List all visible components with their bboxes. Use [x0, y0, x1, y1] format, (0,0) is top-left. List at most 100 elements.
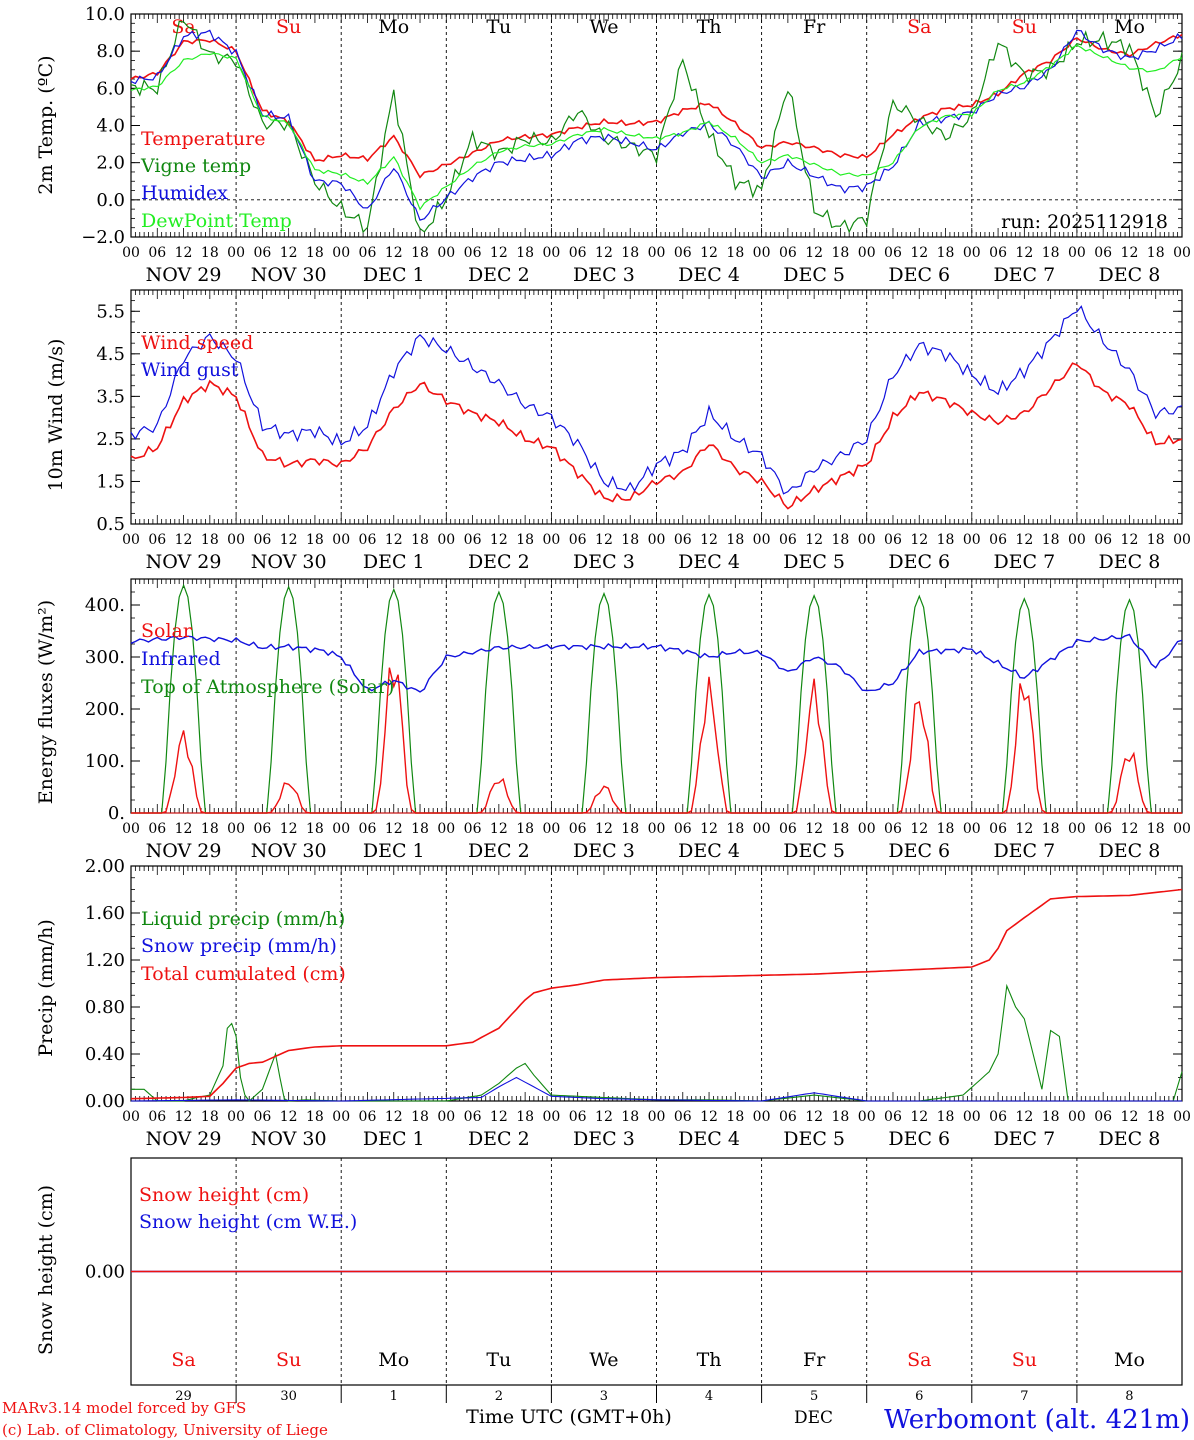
- precip-y-tick-label: 2.00: [85, 856, 125, 877]
- precip-series-2: [130, 888, 1183, 1100]
- energy-hour-label: 18: [306, 821, 324, 837]
- legend-humidex: Humidex: [141, 182, 228, 204]
- legend-snow-height: Snow height (cm): [139, 1184, 309, 1206]
- day-number-label: 8: [1125, 1389, 1133, 1404]
- wind-date-label: DEC 8: [1099, 551, 1161, 573]
- wind-date-label: DEC 3: [573, 551, 635, 573]
- wind-hour-label: 12: [175, 532, 193, 548]
- month-label: DEC: [794, 1408, 833, 1428]
- wind-y-label: 10m Wind (m/s): [45, 339, 67, 492]
- wind-hour-label: 06: [253, 532, 271, 548]
- energy-date-label: NOV 29: [146, 840, 222, 862]
- wind-hour-label: 06: [359, 532, 377, 548]
- energy-date-label: DEC 4: [678, 840, 740, 862]
- temperature-panel: 00 06 12 18 00 06 12 18 00 06 12 18 00 06 12 18 00 06 12 18…: [35, 4, 1191, 286]
- temperature-hour-label: 00: [858, 245, 876, 261]
- temperature-hour-label: 12: [280, 245, 298, 261]
- temperature-hour-label: 06: [884, 245, 902, 261]
- temperature-hour-label: 06: [253, 245, 271, 261]
- energy-date-label: NOV 30: [251, 840, 327, 862]
- energy-hour-label: 18: [621, 821, 639, 837]
- energy-hour-label: 06: [674, 821, 692, 837]
- precip-hour-label: 06: [148, 1109, 166, 1125]
- day-number-label: 30: [280, 1389, 297, 1404]
- day-number-label: 5: [810, 1389, 818, 1404]
- wind-panel: 00 06 12 18 00 06 12 18 00 06 12 18 00 06 12 18 00 06 12 18…: [45, 289, 1191, 573]
- precip-date-label: NOV 29: [146, 1128, 222, 1150]
- temperature-hour-label: 18: [201, 245, 219, 261]
- energy-date-label: DEC 5: [783, 840, 845, 862]
- wind-date-label: DEC 4: [678, 551, 740, 573]
- precip-y-label: Precip (mm/h): [35, 919, 57, 1057]
- energy-hour-label: 12: [490, 821, 508, 837]
- precip-hour-label: 06: [674, 1109, 692, 1125]
- wind-hour-label: 18: [306, 532, 324, 548]
- energy-hour-label: 18: [832, 821, 850, 837]
- wind-hour-label: 00: [648, 532, 666, 548]
- weekday-label-bottom: Mo: [378, 1349, 409, 1371]
- temperature-hour-label: 18: [937, 245, 955, 261]
- temperature-date-label: NOV 30: [251, 264, 327, 286]
- temperature-hour-label: 12: [175, 245, 193, 261]
- legend-solar: Solar: [141, 620, 193, 642]
- energy-hour-label: 00: [1068, 821, 1086, 837]
- wind-hour-label: 00: [1173, 532, 1191, 548]
- temperature-hour-label: 00: [542, 245, 560, 261]
- weekday-label-top: Tu: [486, 16, 511, 38]
- temperature-y-tick-label: 6.0: [96, 78, 125, 99]
- precip-hour-label: 00: [1173, 1109, 1191, 1125]
- precip-panel: 00 06 12 18 00 06 12 18 00 06 12 18 00 06 12 18 00 06 12 18…: [35, 856, 1191, 1150]
- precip-hour-label: 18: [832, 1109, 850, 1125]
- precip-hour-label: 00: [753, 1109, 771, 1125]
- temperature-hour-label: 00: [753, 245, 771, 261]
- energy-hour-label: 12: [175, 821, 193, 837]
- wind-hour-label: 00: [542, 532, 560, 548]
- wind-hour-label: 18: [832, 532, 850, 548]
- temperature-hour-label: 00: [648, 245, 666, 261]
- weekday-label-bottom: Th: [697, 1349, 722, 1371]
- wind-hour-label: 06: [569, 532, 587, 548]
- wind-hour-label: 00: [963, 532, 981, 548]
- precip-hour-label: 18: [1147, 1109, 1165, 1125]
- temperature-hour-label: 00: [227, 245, 245, 261]
- energy-y-tick-label: 300.: [85, 647, 125, 668]
- precip-hour-label: 00: [858, 1109, 876, 1125]
- precip-hour-label: 00: [1068, 1109, 1086, 1125]
- temperature-y-tick-label: 10.0: [85, 4, 125, 25]
- temperature-hour-label: 12: [805, 245, 823, 261]
- precip-hour-label: 00: [542, 1109, 560, 1125]
- precip-hour-label: 18: [516, 1109, 534, 1125]
- wind-y-tick-label: 1.5: [96, 471, 125, 492]
- time-axis-label: Time UTC (GMT+0h): [466, 1406, 672, 1428]
- precip-hour-label: 18: [306, 1109, 324, 1125]
- legend-infrared: Infrared: [141, 648, 221, 670]
- energy-hour-label: 00: [122, 821, 140, 837]
- energy-hour-label: 06: [989, 821, 1007, 837]
- energy-hour-label: 12: [1121, 821, 1139, 837]
- wind-hour-label: 12: [1015, 532, 1033, 548]
- wind-hour-label: 12: [700, 532, 718, 548]
- day-number-label: 4: [705, 1389, 713, 1404]
- precip-y-tick-label: 1.20: [85, 950, 125, 971]
- legend-total-cumulated: Total cumulated (cm): [141, 963, 346, 985]
- weekday-label-bottom: Fr: [803, 1349, 826, 1371]
- wind-y-tick-label: 4.5: [96, 344, 125, 365]
- wind-date-label: NOV 30: [251, 551, 327, 573]
- wind-y-tick-label: 3.5: [96, 386, 125, 407]
- snow-y-tick-label: 0.00: [85, 1262, 125, 1283]
- temperature-hour-label: 18: [306, 245, 324, 261]
- wind-hour-label: 12: [595, 532, 613, 548]
- wind-hour-label: 18: [1042, 532, 1060, 548]
- precip-date-label: DEC 3: [573, 1128, 635, 1150]
- temperature-series-0: [130, 33, 1183, 179]
- precip-hour-label: 00: [437, 1109, 455, 1125]
- temperature-y-tick-label: 0.0: [96, 190, 125, 211]
- weekday-label-bottom: Su: [1012, 1349, 1037, 1371]
- wind-hour-label: 00: [332, 532, 350, 548]
- wind-series-1: [130, 305, 1183, 495]
- wind-y-tick-label: 0.5: [96, 514, 125, 535]
- energy-date-label: DEC 7: [993, 840, 1055, 862]
- temperature-y-tick-label: 4.0: [96, 116, 125, 137]
- temperature-hour-label: 12: [595, 245, 613, 261]
- wind-hour-label: 00: [858, 532, 876, 548]
